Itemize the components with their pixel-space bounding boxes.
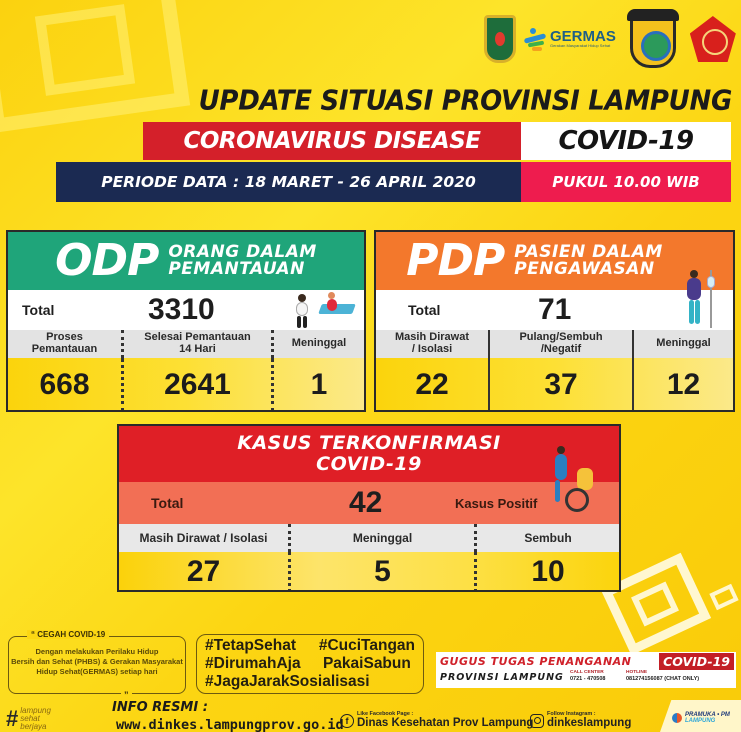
lampung-sehat-berjaya-logo: # lampung sehat berjaya [6,706,51,731]
odp-full-line2: PEMANTAUAN [168,259,305,279]
odp-values: 668 2641 1 [8,358,364,410]
partner-logos: GERMAS Gerakan Masyarakat Hidup Sehat [484,9,736,68]
odp-abbr: ODP [55,235,159,286]
odp-col-header: Meninggal [291,337,347,350]
odp-value-proses: 668 [8,358,124,410]
info-resmi-label: INFO RESMI : [112,700,208,715]
hotline: HOTLINE 081274156087 (CHAT ONLY) [626,670,700,682]
instagram-icon [530,713,544,728]
covid-label: COVID-19 [521,122,731,160]
hashtag: #JagaJarakSosialisasi [205,673,370,690]
kasus-total-label: Total [151,495,184,511]
facebook-caption: Like Facebook Page : [357,711,414,717]
cegah-covid-box: “ CEGAH COVID-19 Dengan melakukan Perila… [8,630,186,700]
odp-value-meninggal: 1 [310,368,328,401]
gugus-province: PROVINSI LAMPUNG [440,672,564,683]
call-center: CALL CENTER 0721 - 470508 [570,670,606,682]
odp-col-header: Selesai Pemantauan 14 Hari [124,330,274,358]
gugus-title: GUGUS TUGAS PENANGANAN [440,655,632,668]
hashtag: #TetapSehat [205,637,297,654]
odp-value-selesai: 2641 [124,358,274,410]
odp-full-line1: ORANG DALAM [168,242,317,262]
germas-figure-icon [523,26,548,52]
hash-icon: # [6,706,19,731]
odp-column-headers: Proses Pemantauan Selesai Pemantauan 14 Ha… [8,330,364,358]
kasus-values: 27 5 10 [119,552,619,590]
hashtags-box: #TetapSehat #DirumahAja #JagaJarakSosial… [196,634,424,694]
info-url-link[interactable]: www.dinkes.lampungprov.go.id [116,717,344,732]
kasus-col-header: Masih Dirawat / Isolasi [119,524,291,552]
pdp-value-sembuh: 37 [490,358,634,410]
pdp-total-row: Total 71 [376,290,733,330]
instagram-caption: Follow Instagram : [547,711,596,717]
germas-logo: GERMAS Gerakan Masyarakat Hidup Sehat [523,26,616,52]
gugus-covid-badge: COVID-19 [659,653,734,670]
germas-label: GERMAS [550,28,616,46]
pdp-col-header: Pulang/Sembuh/Negatif [490,330,634,358]
instagram-handle: dinkeslampung [547,716,632,729]
hashtag: #DirumahAja [205,655,301,672]
odp-header: ODP ORANG DALAM PEMANTAUAN [8,232,364,290]
patient-iv-illustration-icon [684,270,724,332]
kasus-col-header: Meninggal [291,524,477,552]
pdp-values: 22 37 12 [376,358,733,410]
polda-lampung-badge-icon [626,9,679,68]
kasus-positif-label: Kasus Positif [455,495,538,511]
pramuka-emblem-icon [672,713,682,723]
cegah-title: “ CEGAH COVID-19 [27,630,110,639]
pdp-header: PDP PASIEN DALAM PENGAWASAN [376,232,733,290]
pdp-value-dirawat: 22 [376,358,490,410]
kasus-column-headers: Masih Dirawat / Isolasi Meninggal Sembuh [119,524,619,552]
facebook-page-name: Dinas Kesehatan Prov Lampung [357,716,534,729]
kasus-value-meninggal: 5 [291,552,477,590]
kasus-title-line2: COVID-19 [316,453,422,475]
pdp-column-headers: Masih Dirawat / Isolasi Pulang/Sembuh/Neg… [376,330,733,358]
kasus-header: KASUS TERKONFIRMASI COVID-19 [119,426,619,482]
kasus-col-header: Sembuh [524,531,572,545]
time-label: PUKUL 10.00 WIB [521,162,731,202]
odp-total-value: 3310 [148,293,215,326]
pdp-total-value: 71 [538,293,572,326]
pdp-col-header: Masih Dirawat / Isolasi [376,330,490,358]
odp-total-label: Total [22,302,55,318]
pdp-total-label: Total [408,302,441,318]
pdp-col-header: Meninggal [656,337,711,350]
decorative-pattern [34,4,136,96]
kasus-total-row: Total 42 Kasus Positif [119,482,619,524]
period-label: PERIODE DATA : 18 MARET - 26 APRIL 2020 [56,162,521,202]
page-title: UPDATE SITUASI PROVINSI LAMPUNG [198,85,733,117]
kasus-title-line1: KASUS TERKONFIRMASI [237,432,501,454]
pramuka-logo: PRAMUKA • PM LAMPUNG [672,712,730,724]
pdp-card: PDP PASIEN DALAM PENGAWASAN Total 71 Mas… [374,230,735,412]
tni-emblem-icon [689,16,736,62]
wheelchair-illustration-icon [551,446,611,522]
germas-sublabel: Gerakan Masyarakat Hidup Sehat [550,43,611,49]
pdp-value-meninggal: 12 [666,368,701,401]
pdp-full-line1: PASIEN DALAM [514,242,663,262]
odp-card: ODP ORANG DALAM PEMANTAUAN Total 3310 Pr… [6,230,366,412]
pdp-full-line2: PENGAWASAN [514,259,655,279]
gugus-tugas-banner: GUGUS TUGAS PENANGANAN COVID-19 PROVINSI… [436,652,736,688]
cegah-line: Hidup Sehat(GERMAS) setiap hari [36,666,158,676]
kasus-total-value: 42 [349,486,383,519]
kasus-terkonfirmasi-card: KASUS TERKONFIRMASI COVID-19 Total 42 Ka… [117,424,621,592]
odp-col-header: Proses Pemantauan [8,330,124,358]
disease-banner: CORONAVIRUS DISEASE COVID-19 [143,122,731,160]
cegah-line: Bersih dan Sehat (PHBS) & Gerakan Masyar… [11,656,183,666]
odp-total-row: Total 3310 [8,290,364,330]
kasus-value-sembuh: 10 [531,555,565,588]
facebook-link[interactable]: f Like Facebook Page : Dinas Kesehatan P… [340,711,534,729]
hashtag-cucitangan: #CuciTangan PakaiSabun [318,637,415,672]
disease-label: CORONAVIRUS DISEASE [143,122,521,160]
period-banner: PERIODE DATA : 18 MARET - 26 APRIL 2020 … [56,162,731,202]
facebook-icon: f [340,713,354,728]
cegah-line: Dengan melakukan Perilaku Hidup [35,647,159,656]
kasus-value-dirawat: 27 [119,552,291,590]
quote-close-icon: ” [121,690,132,700]
doctor-patient-illustration-icon [294,290,356,330]
instagram-link[interactable]: Follow Instagram : dinkeslampung [530,711,632,729]
pdp-abbr: PDP [406,235,505,286]
provinsi-lampung-crest-icon [484,15,516,63]
